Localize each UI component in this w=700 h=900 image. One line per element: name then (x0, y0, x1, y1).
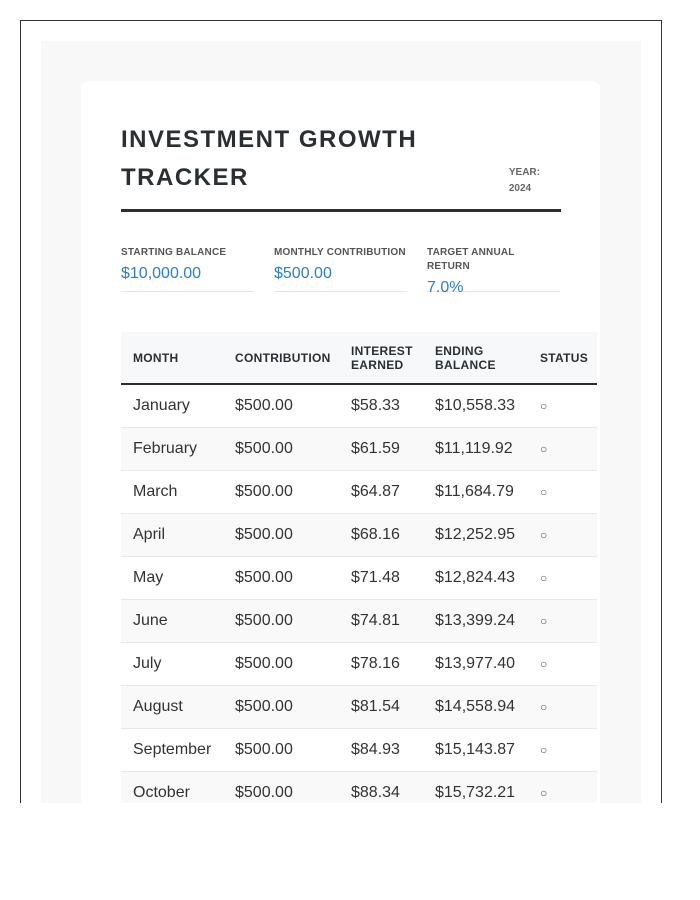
table-row: October $500.00 $88.34 $15,732.21 ○ (121, 771, 597, 803)
status-circle-icon: ○ (540, 614, 548, 628)
table-row: February $500.00 $61.59 $11,119.92 ○ (121, 427, 597, 471)
status-circle-icon: ○ (540, 743, 548, 757)
cell-month: May (121, 556, 223, 600)
cell-status: ○ (528, 556, 597, 600)
status-circle-icon: ○ (540, 571, 548, 585)
cell-month: July (121, 642, 223, 686)
status-circle-icon: ○ (540, 442, 548, 456)
stat-starting-balance: STARTING BALANCE $10,000.00 (121, 244, 254, 292)
cell-balance: $13,977.40 (423, 642, 528, 686)
cell-contribution: $500.00 (223, 427, 339, 471)
cell-status: ○ (528, 728, 597, 772)
cell-balance: $15,143.87 (423, 728, 528, 772)
table-row: July $500.00 $78.16 $13,977.40 ○ (121, 642, 597, 686)
cell-interest: $81.54 (339, 685, 423, 729)
table-row: June $500.00 $74.81 $13,399.24 ○ (121, 599, 597, 643)
cell-status: ○ (528, 427, 597, 471)
stat-value: $10,000.00 (121, 265, 202, 282)
cell-contribution: $500.00 (223, 599, 339, 643)
column-header-contribution: CONTRIBUTION (223, 332, 339, 385)
cell-balance: $11,119.92 (423, 427, 528, 471)
cell-status: ○ (528, 599, 597, 643)
cell-month: April (121, 513, 223, 557)
cell-status: ○ (528, 642, 597, 686)
table-row: April $500.00 $68.16 $12,252.95 ○ (121, 513, 597, 557)
year-block: YEAR: 2024 (509, 165, 540, 197)
status-circle-icon: ○ (540, 399, 548, 413)
year-label: YEAR: (508, 167, 540, 178)
cell-contribution: $500.00 (223, 384, 339, 428)
cell-status: ○ (528, 685, 597, 729)
table-row: May $500.00 $71.48 $12,824.43 ○ (121, 556, 597, 600)
stat-label: STARTING BALANCE (121, 247, 227, 258)
status-circle-icon: ○ (540, 786, 548, 800)
page-background-panel: INVESTMENT GROWTH TRACKER YEAR: 2024 STA… (41, 41, 641, 803)
cell-balance: $12,824.43 (423, 556, 528, 600)
stat-target-annual-return: TARGET ANNUAL RETURN 7.0% (427, 244, 560, 296)
tracker-header: INVESTMENT GROWTH TRACKER YEAR: 2024 (121, 121, 561, 212)
column-header-status: STATUS (528, 332, 597, 385)
cell-month: January (121, 384, 223, 428)
cell-status: ○ (528, 771, 597, 803)
tracker-card: INVESTMENT GROWTH TRACKER YEAR: 2024 STA… (81, 81, 600, 803)
cell-balance: $14,558.94 (423, 685, 528, 729)
document-frame: INVESTMENT GROWTH TRACKER YEAR: 2024 STA… (20, 20, 662, 803)
cell-contribution: $500.00 (223, 728, 339, 772)
cell-status: ○ (528, 470, 597, 514)
stat-value: $500.00 (274, 265, 332, 282)
column-header-month: MONTH (121, 332, 223, 385)
cell-interest: $74.81 (339, 599, 423, 643)
status-circle-icon: ○ (540, 657, 548, 671)
year-value: 2024 (508, 183, 532, 194)
cell-interest: $58.33 (339, 384, 423, 428)
cell-month: June (121, 599, 223, 643)
cell-month: February (121, 427, 223, 471)
cell-contribution: $500.00 (223, 642, 339, 686)
stat-value: 7.0% (427, 279, 464, 296)
cell-contribution: $500.00 (223, 556, 339, 600)
cell-interest: $64.87 (339, 470, 423, 514)
page-title: INVESTMENT GROWTH TRACKER (121, 126, 418, 191)
cell-interest: $78.16 (339, 642, 423, 686)
cell-month: October (121, 771, 223, 803)
table-row: March $500.00 $64.87 $11,684.79 ○ (121, 470, 597, 514)
table-row: September $500.00 $84.93 $15,143.87 ○ (121, 728, 597, 772)
cell-interest: $61.59 (339, 427, 423, 471)
cell-interest: $84.93 (339, 728, 423, 772)
column-header-interest-earned: INTEREST EARNED (339, 332, 423, 385)
cell-balance: $13,399.24 (423, 599, 528, 643)
cell-contribution: $500.00 (223, 771, 339, 803)
cell-balance: $12,252.95 (423, 513, 528, 557)
cell-contribution: $500.00 (223, 470, 339, 514)
status-circle-icon: ○ (540, 700, 548, 714)
cell-interest: $68.16 (339, 513, 423, 557)
cell-contribution: $500.00 (223, 513, 339, 557)
cell-status: ○ (528, 384, 597, 428)
status-circle-icon: ○ (540, 485, 548, 499)
cell-balance: $15,732.21 (423, 771, 528, 803)
cell-month: September (121, 728, 223, 772)
cell-contribution: $500.00 (223, 685, 339, 729)
stat-monthly-contribution: MONTHLY CONTRIBUTION $500.00 (274, 244, 407, 292)
cell-month: March (121, 470, 223, 514)
growth-table-container: MONTH CONTRIBUTION INTEREST EARNED ENDIN… (121, 332, 597, 803)
cell-interest: $88.34 (339, 771, 423, 803)
table-row: January $500.00 $58.33 $10,558.33 ○ (121, 384, 597, 428)
cell-interest: $71.48 (339, 556, 423, 600)
column-header-ending-balance: ENDING BALANCE (423, 332, 528, 385)
stat-label: MONTHLY CONTRIBUTION (274, 247, 406, 258)
growth-table: MONTH CONTRIBUTION INTEREST EARNED ENDIN… (121, 332, 597, 803)
table-header-row: MONTH CONTRIBUTION INTEREST EARNED ENDIN… (121, 332, 597, 385)
cell-balance: $10,558.33 (423, 384, 528, 428)
summary-stats: STARTING BALANCE $10,000.00 MONTHLY CONT… (121, 244, 561, 296)
table-row: August $500.00 $81.54 $14,558.94 ○ (121, 685, 597, 729)
cell-month: August (121, 685, 223, 729)
status-circle-icon: ○ (540, 528, 548, 542)
cell-balance: $11,684.79 (423, 470, 528, 514)
stat-label: TARGET ANNUAL RETURN (427, 247, 515, 272)
cell-status: ○ (528, 513, 597, 557)
